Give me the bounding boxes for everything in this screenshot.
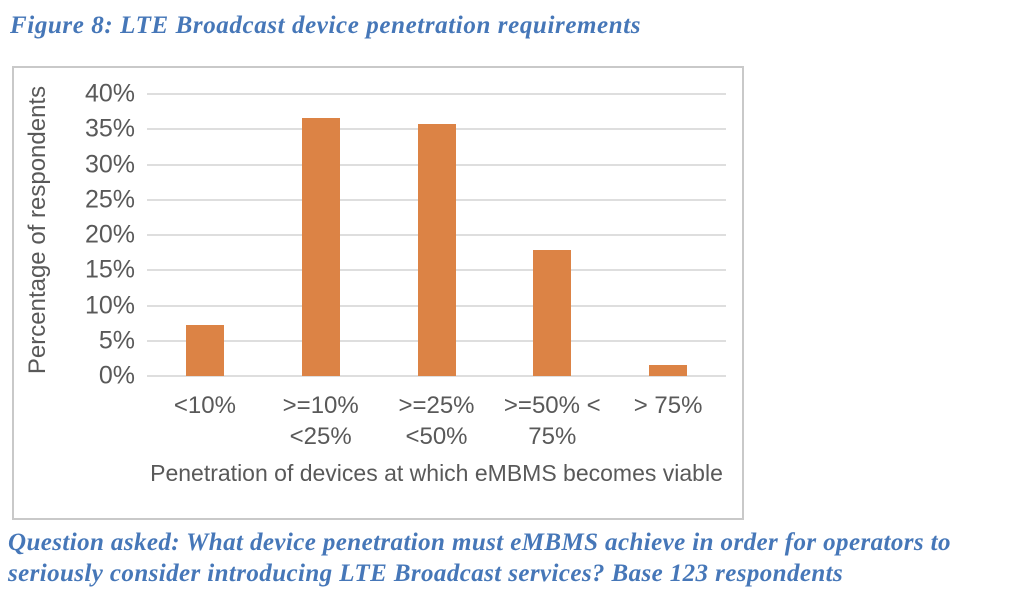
x-category-label: > 75%	[633, 392, 703, 419]
y-tick-label: 35%	[84, 114, 135, 143]
caption: Question asked: What device penetration …	[8, 527, 1018, 589]
y-tick-label: 15%	[84, 255, 135, 284]
bar-<10%	[185, 324, 224, 376]
x-category-label: >=25% <50%	[398, 392, 475, 450]
y-tick-label: 10%	[84, 291, 135, 319]
x-axis-title: Penetration of devices at which eMBMS be…	[150, 460, 723, 486]
y-tick-label: 40%	[84, 79, 135, 108]
chart-area: Percentage of respondents 0% 5% 10% 15% 20% 2…	[12, 66, 744, 520]
y-tick-label: 30%	[84, 150, 135, 178]
bar->=25% <50%	[417, 123, 456, 376]
x-category-label: >=50% <75%	[503, 392, 601, 450]
y-tick-label: 0%	[98, 361, 135, 390]
y-tick-label: 5%	[98, 326, 135, 355]
figure-title: Figure 8: LTE Broadcast device penetrati…	[10, 12, 642, 39]
x-category-label: >=10% <25%	[282, 392, 359, 450]
bar->=10% <25%	[301, 117, 340, 376]
caption-line: seriously consider introducing LTE Broad…	[8, 560, 844, 587]
y-tick-label: 20%	[84, 220, 135, 249]
gridline	[147, 375, 726, 377]
plot-area	[147, 93, 726, 377]
y-tick-label: 25%	[84, 185, 135, 214]
bar-> 75%	[649, 364, 688, 376]
caption-line: Question asked: What device penetration …	[8, 529, 951, 556]
bar->=50% < 75%	[533, 249, 572, 376]
x-category-label: <10%	[173, 392, 236, 419]
gridline	[147, 93, 726, 95]
y-axis-title: Percentage of respondents	[24, 85, 51, 375]
x-category-labels: <10% >=10% <25% >=25% <50% >=50% <75% > 75%	[147, 390, 726, 456]
